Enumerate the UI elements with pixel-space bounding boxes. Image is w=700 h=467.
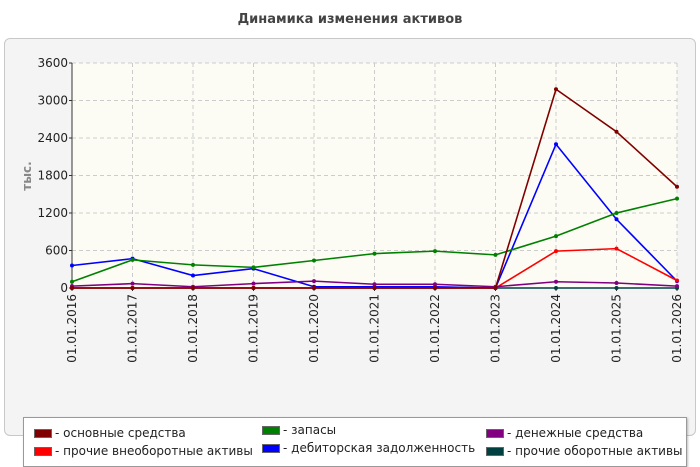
legend-swatch	[34, 428, 52, 438]
data-point	[130, 286, 135, 290]
x-tick-label: 01.01.2026	[670, 294, 684, 363]
data-point	[493, 286, 498, 290]
y-tick-label: 0	[60, 281, 68, 295]
x-tick-label: 01.01.2019	[247, 294, 261, 363]
data-point	[675, 184, 679, 189]
data-point	[675, 284, 679, 289]
data-point	[493, 252, 498, 257]
data-point	[70, 279, 74, 284]
legend-swatch	[262, 425, 280, 435]
data-point	[614, 246, 619, 251]
legend-label: - денежные средства	[507, 426, 644, 440]
x-tick-label: 01.01.2020	[307, 294, 321, 363]
legend-item-receivables: - дебиторская задолженность	[262, 441, 475, 455]
legend-swatch	[34, 446, 52, 456]
data-point	[372, 251, 377, 256]
legend-item-fixed-assets: - основные средства	[34, 426, 186, 440]
y-tick-label: 2400	[37, 131, 68, 145]
data-point	[554, 286, 558, 290]
data-point	[251, 265, 256, 270]
data-point	[554, 87, 558, 92]
x-tick-label: 01.01.2024	[549, 294, 563, 363]
x-tick-label: 01.01.2023	[489, 294, 503, 363]
data-point	[554, 142, 558, 147]
x-tick-label: 01.01.2025	[610, 294, 624, 363]
data-point	[614, 281, 619, 285]
legend-swatch	[262, 443, 280, 453]
data-point	[251, 286, 256, 290]
x-tick-label: 01.01.2017	[126, 294, 140, 363]
y-axis-label: тыс.	[20, 161, 34, 190]
legend-item-other-current: - прочие оборотные активы	[486, 444, 683, 458]
x-tick-label: 01.01.2022	[428, 294, 442, 363]
data-point	[372, 282, 377, 287]
data-point	[675, 196, 679, 201]
y-tick-label: 600	[45, 244, 68, 258]
legend-swatch	[486, 446, 504, 456]
x-tick-label: 01.01.2016	[65, 294, 79, 363]
legend-label: - дебиторская задолженность	[283, 441, 476, 455]
data-point	[554, 249, 558, 254]
legend-label: - прочие внеоборотные активы	[55, 444, 253, 458]
data-point	[372, 286, 377, 290]
legend: - основные средства - запасы - денежные …	[23, 417, 687, 467]
chart-panel: 0 600 1200 1800 2400 3000 3600 01.01.2016 01.01.…	[4, 38, 696, 467]
legend-item-other-noncurrent: - прочие внеоборотные активы	[34, 444, 253, 458]
data-point	[130, 257, 135, 262]
data-point	[130, 281, 135, 286]
data-point	[433, 286, 437, 290]
data-point	[251, 281, 256, 286]
data-point	[614, 129, 619, 134]
data-point	[191, 273, 195, 278]
legend-swatch	[486, 428, 504, 438]
y-tick-label: 3000	[37, 94, 68, 108]
data-point	[433, 282, 437, 287]
y-tick-label: 3600	[37, 56, 68, 70]
y-tick-label: 1800	[37, 169, 68, 183]
data-point	[312, 279, 316, 284]
legend-label: - прочие оборотные активы	[507, 444, 683, 458]
y-tick-label: 1200	[37, 206, 68, 220]
data-point	[191, 262, 195, 267]
data-point	[675, 278, 679, 283]
data-point	[614, 286, 619, 290]
legend-item-cash: - денежные средства	[486, 426, 643, 440]
legend-label: - запасы	[283, 423, 337, 437]
x-tick-label: 01.01.2018	[186, 294, 200, 363]
legend-label: - основные средства	[55, 426, 186, 440]
data-point	[70, 263, 74, 268]
data-point	[312, 286, 316, 290]
data-point	[614, 211, 619, 215]
chart-title: Динамика изменения активов	[237, 12, 463, 27]
legend-item-inventory: - запасы	[262, 423, 336, 437]
data-point	[191, 286, 195, 290]
data-point	[312, 258, 316, 263]
data-point	[433, 249, 437, 254]
data-point	[554, 234, 558, 239]
data-point	[70, 286, 74, 290]
data-point	[554, 279, 558, 284]
x-tick-label: 01.01.2021	[368, 294, 382, 363]
data-point	[614, 217, 619, 222]
chart-plot: 0 600 1200 1800 2400 3000 3600 01.01.2016 01.01.…	[20, 56, 684, 363]
